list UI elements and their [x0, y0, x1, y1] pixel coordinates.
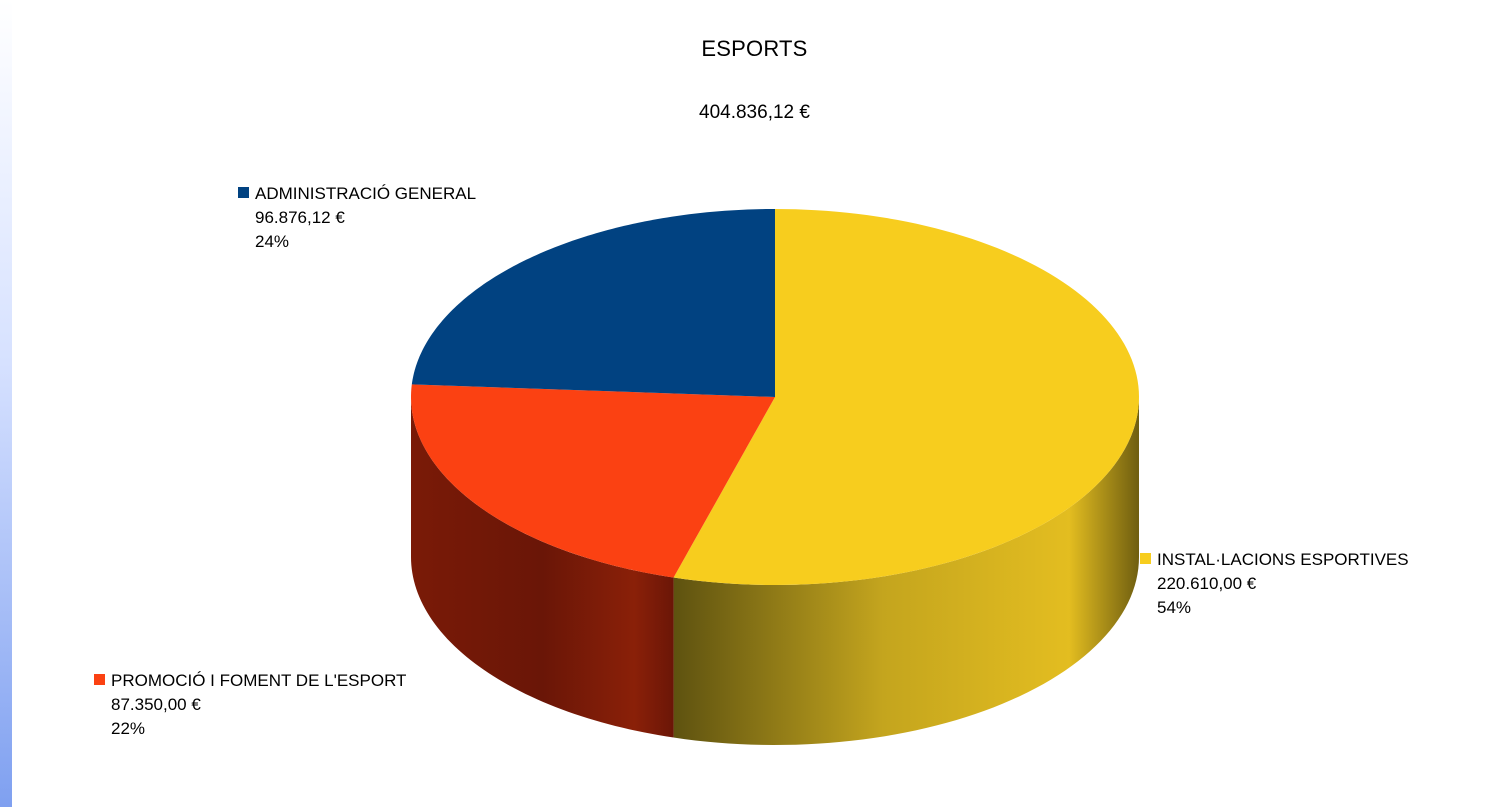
slice-name: ADMINISTRACIÓ GENERAL: [255, 184, 477, 203]
background-strip: [0, 0, 12, 807]
slice-value: 87.350,00 €: [111, 695, 201, 714]
pie-sides: [411, 397, 1139, 745]
slice-label-promocio: PROMOCIÓ I FOMENT DE L'ESPORT 87.350,00 …: [94, 669, 406, 741]
legend-swatch-instal-lacions: [1140, 553, 1151, 564]
slice-percent: 54%: [1157, 598, 1192, 617]
chart-title: ESPORTS: [701, 36, 808, 61]
pie-slice-instal-lacions-esportives: [673, 209, 1139, 585]
pie-side-instal-lacions-esportives: [673, 397, 1139, 745]
pie-tops: [411, 209, 1139, 585]
pie-side-promocio-i-foment-de-l-esport: [411, 397, 674, 738]
slice-percent: 24%: [255, 232, 290, 251]
pie-slice-administracio-general: [411, 209, 775, 397]
slice-value: 220.610,00 €: [1157, 574, 1257, 593]
chart-subtitle: 404.836,12 €: [699, 102, 810, 123]
pie-slice-promocio-i-foment-de-l-esport: [411, 384, 775, 578]
slice-label-administracio: ADMINISTRACIÓ GENERAL 96.876,12 € 24%: [238, 182, 476, 254]
legend-swatch-promocio: [94, 674, 105, 685]
legend-swatch-administracio: [238, 187, 249, 198]
slice-percent: 22%: [111, 719, 146, 738]
slice-label-instal-lacions: INSTAL·LACIONS ESPORTIVES 220.610,00 € 5…: [1140, 548, 1409, 620]
slice-name: PROMOCIÓ I FOMENT DE L'ESPORT: [111, 671, 407, 690]
slice-name: INSTAL·LACIONS ESPORTIVES: [1157, 550, 1409, 569]
slice-value: 96.876,12 €: [255, 208, 345, 227]
